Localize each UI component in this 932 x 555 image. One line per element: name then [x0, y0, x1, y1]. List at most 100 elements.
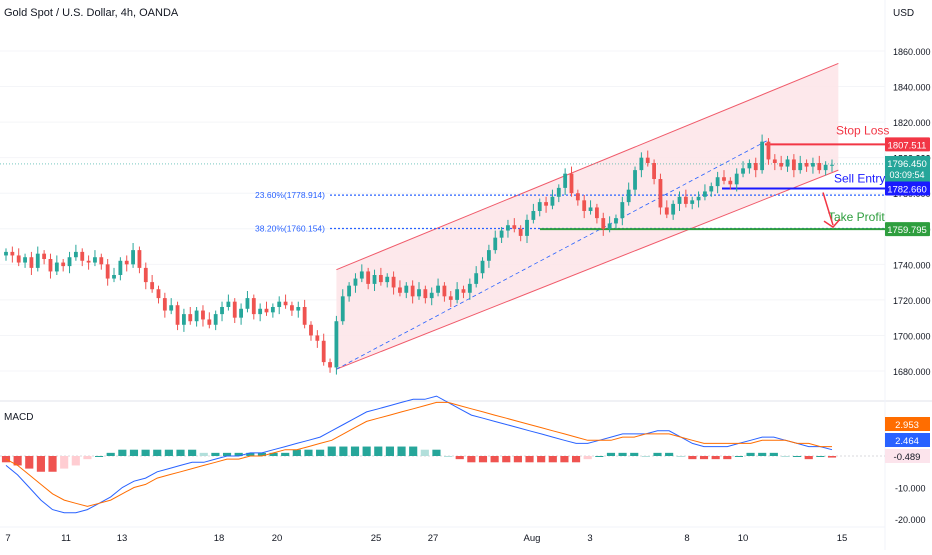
macd-histogram-bar: [502, 456, 511, 463]
price-axis[interactable]: 1860.0001840.0001820.0001800.0001780.000…: [885, 47, 931, 525]
price-axis-label: 1840.000: [893, 83, 931, 93]
macd-histogram-bar: [769, 452, 778, 456]
macd-histogram-bar: [188, 449, 197, 456]
candle-body: [474, 273, 479, 284]
candle-body: [162, 298, 167, 311]
macd-histogram-bar: [513, 456, 522, 463]
macd-histogram-bar: [269, 452, 278, 456]
macd-title: MACD: [4, 412, 33, 423]
macd-histogram-bar: [665, 452, 674, 456]
candle-body: [398, 287, 402, 293]
candle-body: [582, 200, 587, 211]
candle-body: [664, 207, 669, 215]
candle-body: [461, 289, 466, 293]
macd-histogram-bar: [816, 456, 825, 457]
candle-body: [86, 260, 91, 263]
chart-title: Gold Spot / U.S. Dollar, 4h, OANDA: [4, 7, 179, 19]
stop-loss-tag-bg: [885, 137, 930, 152]
time-axis-label: 18: [214, 533, 225, 544]
candle-body: [766, 141, 771, 160]
candle-body: [417, 289, 421, 297]
candle-body: [499, 230, 504, 238]
time-axis-label: Aug: [524, 533, 541, 544]
countdown-tag: 03:09:54: [889, 170, 924, 180]
candle-body: [563, 173, 568, 188]
candle-body: [169, 305, 174, 311]
candle-body: [556, 187, 561, 197]
candle-body: [156, 289, 161, 299]
candle-body: [67, 257, 72, 267]
channel-fill: [336, 63, 839, 370]
current-price-tag-bg: [885, 155, 930, 182]
candle-body: [207, 319, 212, 325]
candle-body: [525, 219, 529, 236]
macd-histogram-bar: [281, 452, 290, 456]
macd-histogram-bar: [48, 456, 57, 472]
price-axis-label: 1720.000: [893, 296, 931, 306]
macd-histogram-bar: [723, 456, 732, 460]
candle-body: [220, 307, 224, 315]
candle-body: [575, 193, 580, 201]
macd-hist-tag: -0.489: [894, 452, 921, 463]
trend-channel: [336, 62, 839, 370]
macd-histogram-bar: [595, 456, 604, 457]
time-axis[interactable]: 7 11 13 18 20 25 27 Aug 3 8 10 15: [5, 533, 847, 544]
candle-body: [258, 308, 263, 315]
candle-body: [137, 250, 142, 268]
sell-entry-tag-bg: [885, 181, 930, 196]
candle-body: [620, 202, 625, 219]
time-axis-label: 8: [684, 533, 689, 544]
take-profit-label: Take Profit: [828, 210, 885, 224]
candle-body: [302, 307, 307, 325]
candle-body: [150, 282, 155, 290]
macd-histogram-bar: [827, 456, 837, 458]
macd-histogram-bar: [36, 456, 45, 472]
fib-level-label: 23.60%(1778.914): [255, 190, 325, 200]
channel-upper-line: [336, 62, 839, 271]
macd-histogram-bar: [129, 449, 139, 456]
macd-histogram-bar: [83, 456, 92, 460]
fib-level-label: 38.20%(1760.154): [255, 224, 325, 234]
trade-annotations: Stop Loss Sell Entry Take Profit: [822, 123, 889, 229]
candle-body: [404, 285, 409, 293]
candle-body: [588, 207, 593, 211]
macd-signal-tag: 2.953: [895, 420, 919, 431]
macd-histogram-bar: [630, 452, 639, 456]
macd-line: [5, 395, 833, 514]
stop-loss-tag: 1807.511: [888, 140, 927, 151]
macd-histogram-bar: [571, 456, 581, 463]
price-axis-label: 1700.000: [893, 331, 931, 341]
macd-histogram-bar: [362, 446, 371, 456]
candle-body: [830, 164, 834, 166]
candle-body: [385, 276, 390, 283]
candle-body: [804, 163, 809, 167]
candle-body: [277, 301, 282, 307]
candle-body: [550, 196, 555, 206]
macd-histogram-bar: [222, 452, 232, 456]
take-profit-tag: 1759.795: [887, 225, 927, 236]
candle-body: [372, 275, 377, 284]
macd-histogram-bar: [409, 446, 418, 456]
macd-histogram-bar: [199, 452, 208, 456]
macd-histogram-bar: [397, 446, 406, 456]
candle-body: [518, 228, 523, 236]
candle-body: [817, 163, 822, 171]
candle-body: [378, 275, 383, 283]
candle-body: [131, 250, 135, 265]
target-arrow-shaft: [822, 192, 834, 226]
currency-label: USD: [893, 8, 914, 19]
candle-body: [213, 314, 218, 325]
time-axis-label: 11: [61, 533, 71, 544]
macd-histogram-bar: [746, 452, 755, 456]
signal-line: [5, 401, 832, 507]
macd-value-tag-bg: [885, 433, 930, 447]
candle-body: [537, 202, 542, 211]
price-axis-label: 1820.000: [893, 118, 931, 128]
candle-body: [99, 257, 104, 265]
candle-body: [391, 276, 396, 288]
candle-body: [614, 218, 618, 224]
candle-body: [512, 225, 517, 229]
candle-body: [639, 157, 644, 171]
